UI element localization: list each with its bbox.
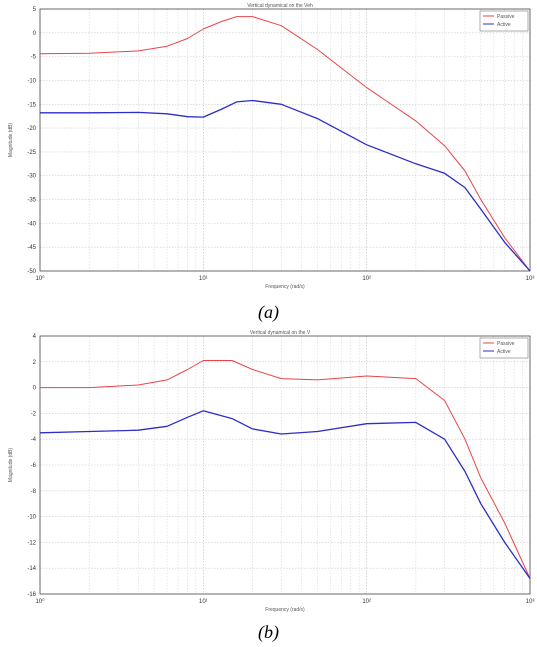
- y-tick-label: -40: [27, 221, 36, 227]
- x-tick-label: 10³: [526, 276, 535, 282]
- y-tick-label: 0: [33, 31, 37, 37]
- legend-label-active: Active: [497, 22, 511, 28]
- figure-a: -50 -45 -40 -35 -30 -25 -20 -15 -10 -5 0 5 10⁰ 10¹ 10²…: [8, 3, 535, 322]
- y-tick-label: -8: [31, 489, 37, 495]
- x-tick-label: 10⁰: [35, 598, 45, 605]
- series-line-active: [40, 99, 531, 272]
- y-tick-label: -20: [27, 126, 36, 132]
- y-tick-label: -14: [27, 566, 36, 572]
- y-tick-label: -15: [27, 102, 36, 108]
- x-tick-label: 10²: [362, 276, 371, 282]
- y-tick-label: -4: [31, 437, 37, 443]
- caption-a: (a): [258, 302, 279, 322]
- x-tick-label: 10²: [362, 599, 371, 605]
- plot-area: [40, 9, 530, 271]
- x-axis-label: Frequency (rad/s): [265, 284, 305, 290]
- series-line-active: [39, 410, 531, 579]
- figure-b: -16 -14 -12 -10 -8 -6 -4 -2 0 2 4 10⁰ 10¹ 10² 10³ Verti…: [0, 324, 537, 647]
- y-tick-label: -30: [27, 174, 36, 180]
- plot-area: [40, 336, 530, 594]
- y-tick-label: -2: [31, 411, 37, 417]
- series-line-passive: [39, 16, 531, 272]
- y-tick-label: -25: [27, 150, 36, 156]
- chart-title: Vertical dynamical on the V: [250, 330, 311, 336]
- y-tick-label: 4: [33, 334, 37, 340]
- y-axis-label: Magnitude (dB): [8, 123, 14, 158]
- y-tick-label: -6: [31, 463, 37, 469]
- legend-label-passive: Passive: [497, 341, 515, 347]
- y-tick-label: -35: [27, 198, 36, 204]
- y-tick-label: -10: [27, 78, 36, 84]
- y-tick-label: 0: [33, 386, 37, 392]
- x-tick-label: 10¹: [199, 599, 208, 605]
- series-line-passive: [40, 360, 531, 579]
- legend-label-active: Active: [497, 349, 511, 355]
- chart-title: Vertical dynamical on the Veh: [247, 3, 313, 9]
- y-tick-label: -16: [27, 592, 36, 598]
- y-tick-label: -50: [27, 269, 36, 275]
- y-tick-label: 2: [33, 360, 37, 366]
- plot-frame: [39, 335, 531, 595]
- y-tick-label: -12: [27, 540, 36, 546]
- y-tick-label: -5: [31, 55, 37, 61]
- x-tick-label: 10⁰: [35, 275, 45, 282]
- x-tick-label: 10³: [526, 599, 535, 605]
- x-tick-label: 10¹: [199, 276, 208, 282]
- y-axis-label: Magnitude (dB): [8, 448, 14, 483]
- chart-b: -16 -14 -12 -10 -8 -6 -4 -2 0 2 4 10⁰ 10¹ 10² 10³ Verti…: [8, 330, 535, 613]
- legend-label-passive: Passive: [497, 14, 515, 20]
- plot-frame: [39, 8, 531, 272]
- y-tick-label: -10: [27, 515, 36, 521]
- y-tick-label: 5: [33, 7, 37, 13]
- x-axis-label: Frequency (rad/s): [265, 607, 305, 613]
- caption-b: (b): [258, 622, 279, 642]
- y-tick-label: -45: [27, 245, 36, 251]
